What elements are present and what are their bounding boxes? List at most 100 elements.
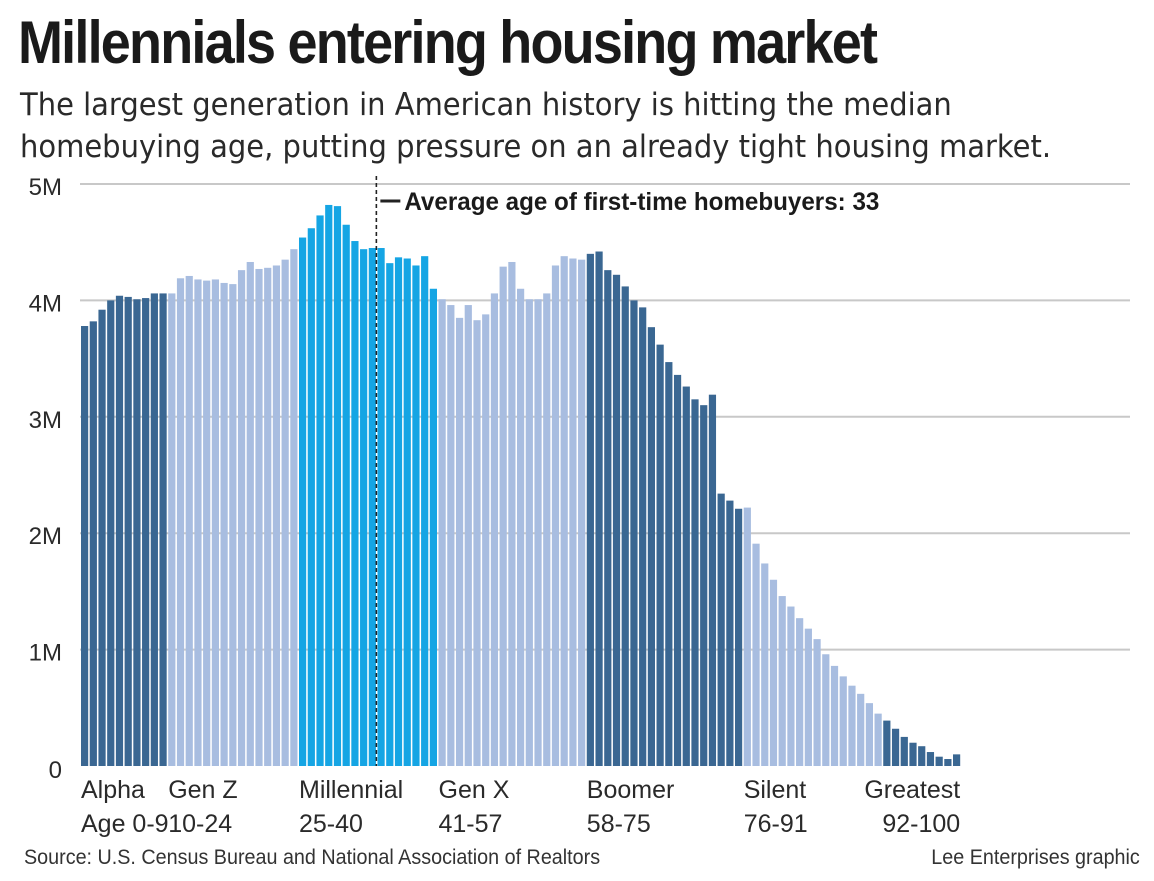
generation-age-range: 92-100 [882,810,960,838]
bar-age-58 [586,253,594,767]
bar-age-56 [569,258,577,766]
bar-age-30 [342,224,350,767]
bar-age-62 [621,286,629,766]
bar-age-90 [865,703,873,766]
bar-age-77 [752,543,760,766]
y-tick-label: 0 [49,757,62,784]
bar-age-38 [412,265,420,766]
bar-age-39 [421,256,429,766]
generation-age-range: 10-24 [168,810,232,838]
bar-age-12 [185,275,193,766]
bar-age-80 [778,596,786,766]
bar-age-9 [159,293,167,766]
bar-age-42 [447,305,455,766]
bar-age-60 [604,270,612,766]
bar-age-72 [708,394,717,766]
bar-age-82 [796,618,804,766]
bar-age-71 [700,405,708,766]
bar-age-21 [264,267,272,766]
bar-age-97 [926,752,935,766]
bar-age-48 [499,266,507,766]
bar-age-43 [455,317,464,766]
bar-age-88 [848,685,856,766]
y-axis-tick-labels: 0 1M 2M 3M 4M 5M [29,174,62,784]
bar-age-0 [81,326,89,766]
bar-age-64 [639,307,647,766]
bar-age-63 [630,300,638,766]
bar-age-10 [168,293,176,766]
bar-age-11 [176,278,185,766]
bar-age-19 [246,261,254,766]
bar-age-83 [804,628,812,766]
y-tick-label: 2M [29,523,62,550]
bar-age-67 [665,362,673,766]
bar-age-44 [464,305,472,766]
bar-age-32 [360,249,368,766]
subtitle-line-1: The largest generation in American histo… [20,87,952,123]
bar-age-27 [316,215,324,766]
bar-age-50 [517,288,525,766]
bar-age-28 [325,204,333,766]
bar-age-75 [735,508,743,766]
y-tick-label: 3M [29,407,62,434]
bar-age-78 [761,563,769,766]
bar-age-96 [918,746,926,766]
bar-age-81 [787,606,795,766]
bar-age-16 [220,282,228,766]
bar-age-92 [883,720,891,766]
bar-age-99 [944,759,952,766]
bar-age-29 [333,206,342,766]
bar-age-14 [203,280,211,766]
bar-age-52 [534,299,542,766]
bar-age-5 [124,296,132,766]
bar-age-3 [107,300,115,766]
annotation: Average age of first-time homebuyers: 33 [375,176,879,766]
bar-age-95 [909,742,917,766]
y-tick-label: 5M [29,174,62,201]
bar-age-76 [743,507,751,766]
bar-age-73 [717,493,725,766]
bar-age-18 [237,270,246,766]
generation-name: Millennial [299,776,403,804]
bar-age-15 [211,279,219,766]
bar-age-84 [813,639,821,766]
generation-name: Gen X [439,776,510,804]
bar-age-22 [272,265,281,766]
bar-age-4 [115,295,124,766]
graphic-credit: Lee Enterprises graphic [931,846,1140,869]
bar-age-8 [150,293,158,766]
y-tick-label: 1M [29,640,62,667]
bar-age-25 [299,237,307,767]
bar-age-54 [551,265,560,766]
bar-age-7 [142,298,150,766]
bar-age-68 [673,374,682,766]
generation-name: Alpha [81,776,145,804]
bar-age-98 [935,756,943,766]
generation-name: Gen Z [168,776,237,804]
y-tick-label: 4M [29,290,62,317]
bar-age-23 [281,259,289,766]
bar-age-100 [953,754,961,766]
bar-age-13 [194,279,202,766]
bar-age-69 [682,386,690,766]
bar-age-86 [830,665,839,766]
bar-age-91 [874,713,882,766]
bar-age-47 [490,293,499,766]
generation-name: Greatest [864,776,960,804]
bar-age-61 [612,274,621,766]
source-note: Source: U.S. Census Bureau and National … [24,846,601,869]
generation-age-range: Age 0-9 [81,810,169,838]
bar-age-65 [647,327,655,766]
bar-age-1 [89,321,97,766]
bar-age-24 [290,249,298,766]
bar-age-36 [394,257,403,766]
chart-title: Millennials entering housing market [18,9,878,76]
bar-age-40 [429,288,437,766]
bar-age-31 [351,241,359,767]
bar-age-93 [891,728,900,766]
bar-age-17 [229,284,237,766]
bar-age-34 [377,248,385,766]
generation-labels: Alpha Age 0-9 Gen Z 10-24 Millennial 25-40 Gen… [81,776,960,838]
generation-age-range: 41-57 [439,810,503,838]
